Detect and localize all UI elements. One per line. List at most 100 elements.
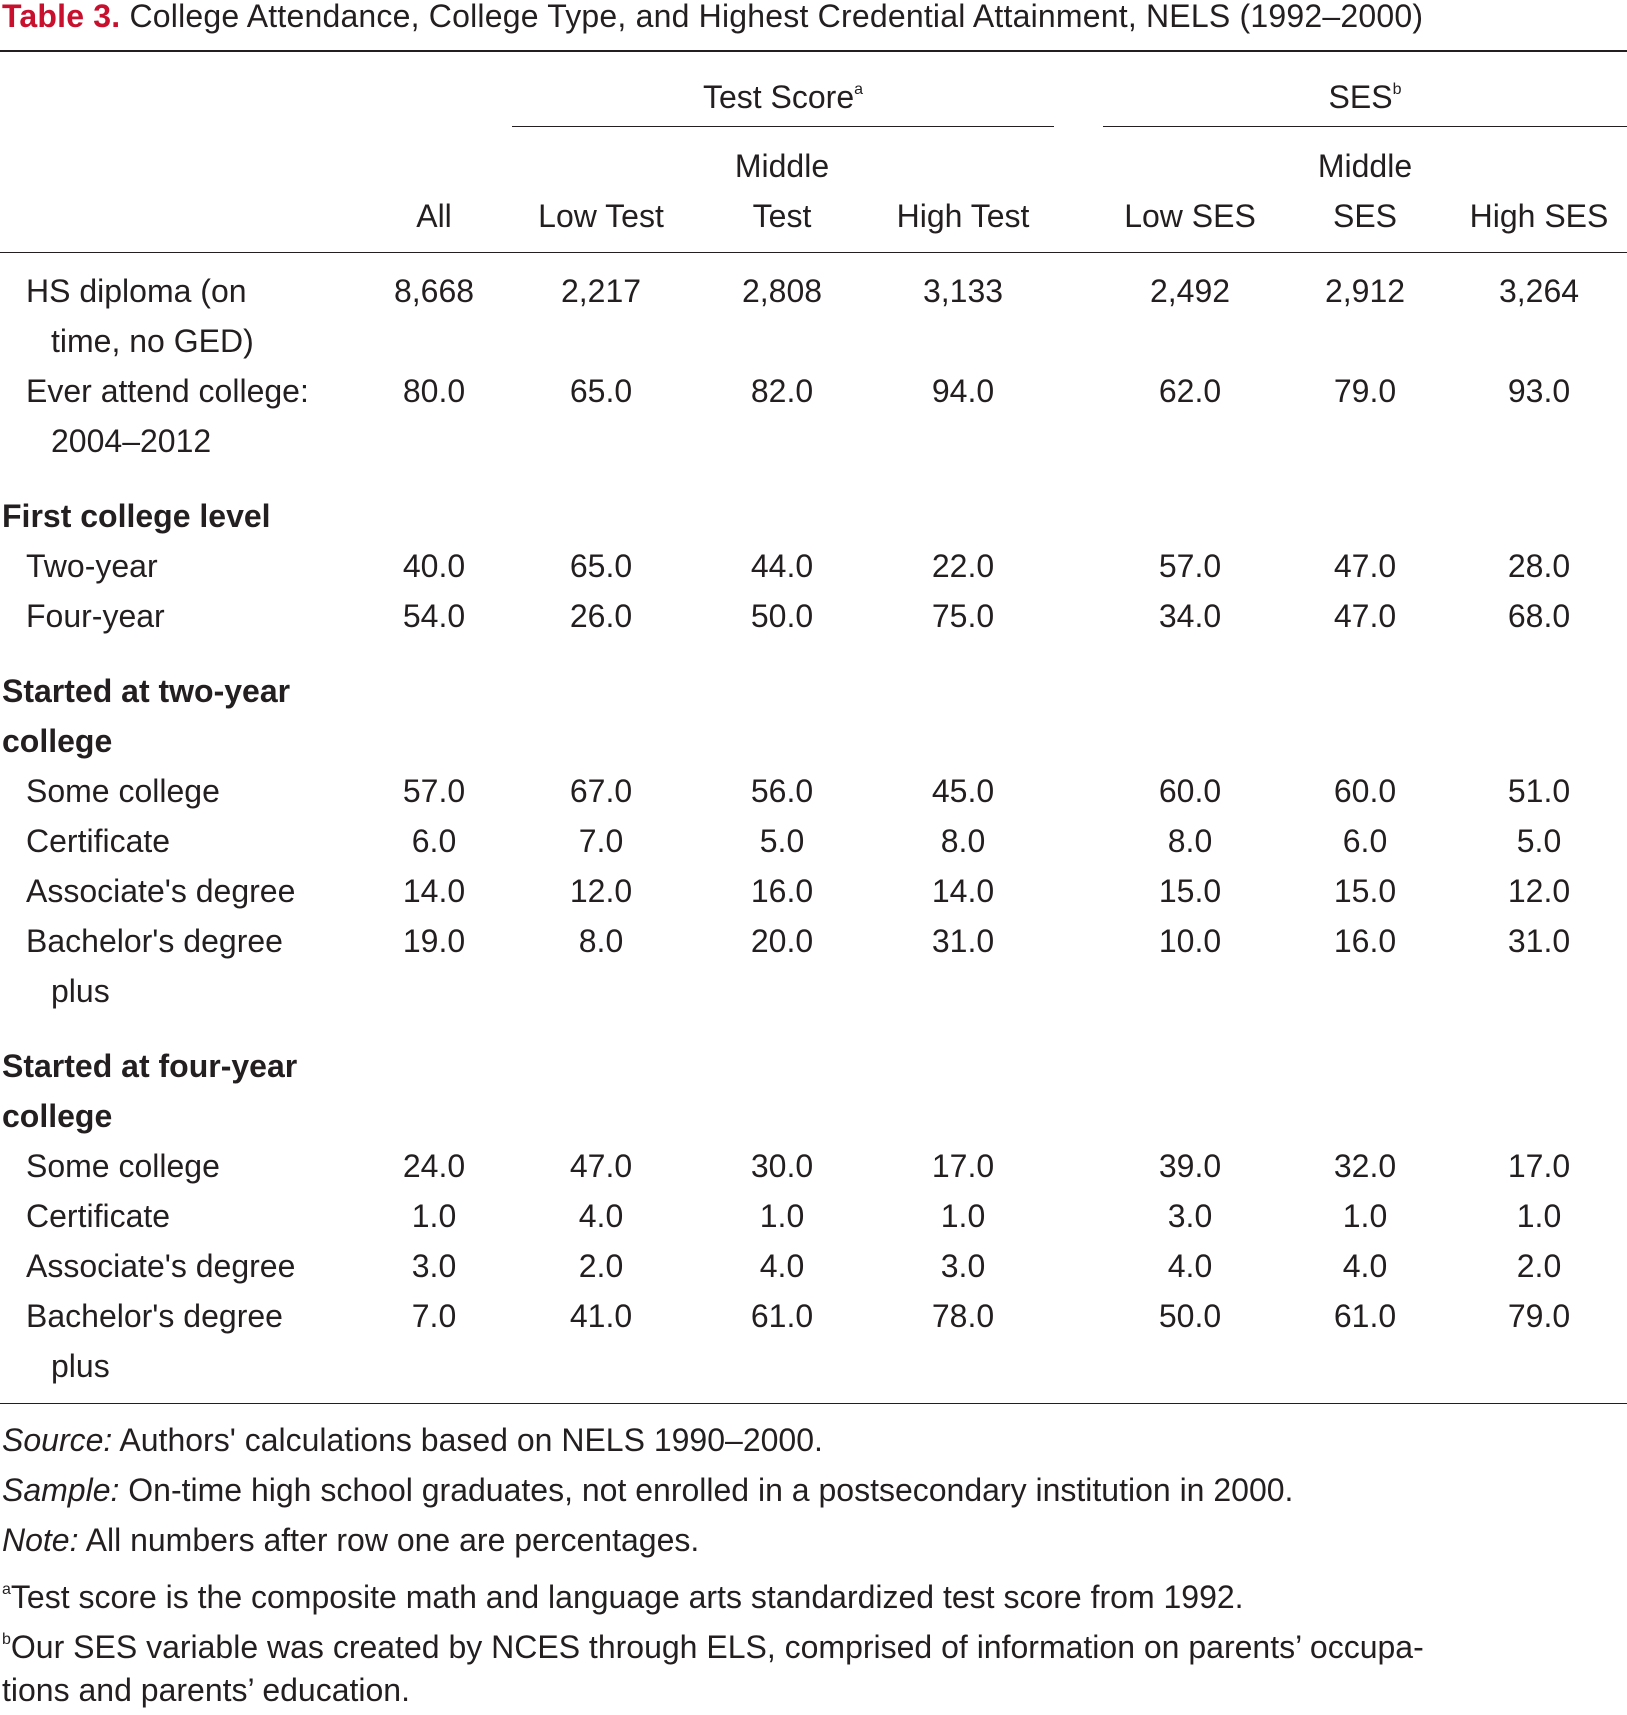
table-cell-low-ses: 3.0 xyxy=(1167,1198,1213,1234)
col-header-middle-ses-1: Middle xyxy=(1317,148,1413,184)
col-header-low-ses: Low SES xyxy=(1124,198,1256,234)
table-cell-low-ses: 50.0 xyxy=(1158,1298,1222,1334)
table-cell-high-ses: 31.0 xyxy=(1507,923,1571,959)
table-cell-all: 80.0 xyxy=(402,373,466,409)
table-label: Table 3. xyxy=(2,0,121,34)
group-test-label: Test Score xyxy=(702,79,855,115)
footnote-sample-text: On-time high school graduates, not enrol… xyxy=(119,1472,1294,1508)
group-header-test-score: Test Scorea xyxy=(512,65,1054,122)
table-cell-low-test: 65.0 xyxy=(569,373,633,409)
table-cell-all: 57.0 xyxy=(402,773,466,809)
table-cell-high-test: 75.0 xyxy=(931,598,995,634)
table-cell-all: 19.0 xyxy=(402,923,466,959)
table-cell-high-ses: 1.0 xyxy=(1516,1198,1562,1234)
row-label-line: 2004–2012 xyxy=(51,423,212,459)
row-label-four-some-college: Some college xyxy=(26,1148,220,1184)
table-cell-all: 6.0 xyxy=(411,823,457,859)
table-cell-middle-test: 16.0 xyxy=(750,873,814,909)
table-cell-low-test: 2,217 xyxy=(560,273,642,309)
group-test-sup: a xyxy=(854,81,864,98)
bottom-rule xyxy=(0,1403,1627,1404)
row-label-two-bachelors: Bachelor's degree plus xyxy=(26,916,346,1016)
table-caption: College Attendance, College Type, and Hi… xyxy=(129,0,1424,34)
footnote-note-text: All numbers after row one are percentage… xyxy=(78,1522,700,1558)
table-cell-middle-ses: 16.0 xyxy=(1333,923,1397,959)
row-label-four-bachelors: Bachelor's degree plus xyxy=(26,1291,346,1391)
footnote-b-mark: b xyxy=(2,1631,11,1648)
row-label-four-certificate: Certificate xyxy=(26,1198,171,1234)
table-cell-low-test: 7.0 xyxy=(578,823,624,859)
table-cell-low-ses: 15.0 xyxy=(1158,873,1222,909)
col-header-high-ses: High SES xyxy=(1469,198,1609,234)
table-cell-all: 3.0 xyxy=(411,1248,457,1284)
table-cell-low-ses: 2,492 xyxy=(1149,273,1231,309)
table-cell-all: 8,668 xyxy=(393,273,475,309)
table-cell-high-test: 3,133 xyxy=(922,273,1004,309)
row-label-line: Bachelor's degree xyxy=(26,1298,283,1334)
table-cell-all: 7.0 xyxy=(411,1298,457,1334)
row-label-ever-attend: Ever attend college: 2004–2012 xyxy=(26,366,346,466)
row-label-two-some-college: Some college xyxy=(26,773,220,809)
table-cell-middle-ses: 60.0 xyxy=(1333,773,1397,809)
row-label-line: Ever attend college: xyxy=(26,373,309,409)
table-cell-middle-ses: 47.0 xyxy=(1333,598,1397,634)
table-cell-low-test: 47.0 xyxy=(569,1148,633,1184)
row-label-four-associates: Associate's degree xyxy=(26,1248,296,1284)
col-header-low-test: Low Test xyxy=(538,198,664,234)
table-cell-low-ses: 60.0 xyxy=(1158,773,1222,809)
table-cell-all: 24.0 xyxy=(402,1148,466,1184)
table-cell-low-ses: 34.0 xyxy=(1158,598,1222,634)
table-cell-low-ses: 4.0 xyxy=(1167,1248,1213,1284)
table-cell-high-ses: 5.0 xyxy=(1516,823,1562,859)
table-cell-middle-test: 44.0 xyxy=(750,548,814,584)
row-label-line: plus xyxy=(51,973,110,1009)
table-cell-middle-test: 1.0 xyxy=(759,1198,805,1234)
test-score-rule xyxy=(512,126,1054,127)
table-cell-low-ses: 57.0 xyxy=(1158,548,1222,584)
section-title-line: college xyxy=(2,723,113,759)
table-cell-high-ses: 12.0 xyxy=(1507,873,1571,909)
row-label-two-associates: Associate's degree xyxy=(26,873,296,909)
table-cell-middle-test: 20.0 xyxy=(750,923,814,959)
table-cell-low-test: 67.0 xyxy=(569,773,633,809)
table-cell-middle-ses: 6.0 xyxy=(1342,823,1388,859)
table-cell-middle-test: 4.0 xyxy=(759,1248,805,1284)
table-cell-middle-test: 2,808 xyxy=(741,273,823,309)
footnote-sample: Sample: On-time high school graduates, n… xyxy=(2,1465,1293,1515)
table-cell-high-ses: 93.0 xyxy=(1507,373,1571,409)
row-label-hs-diploma: HS diploma (on time, no GED) xyxy=(26,266,346,366)
table-cell-all: 1.0 xyxy=(411,1198,457,1234)
footnote-note-label: Note: xyxy=(2,1522,79,1558)
table-cell-high-ses: 51.0 xyxy=(1507,773,1571,809)
row-label-line: time, no GED) xyxy=(51,323,254,359)
table-cell-low-test: 2.0 xyxy=(578,1248,624,1284)
table-cell-middle-ses: 15.0 xyxy=(1333,873,1397,909)
row-label-line: plus xyxy=(51,1348,110,1384)
table-cell-all: 14.0 xyxy=(402,873,466,909)
table-cell-low-ses: 39.0 xyxy=(1158,1148,1222,1184)
group-ses-label: SES xyxy=(1328,79,1393,115)
table-cell-low-test: 41.0 xyxy=(569,1298,633,1334)
table-cell-middle-ses: 61.0 xyxy=(1333,1298,1397,1334)
footnote-note: Note: All numbers after row one are perc… xyxy=(2,1515,699,1565)
header-rule xyxy=(0,252,1627,253)
table-cell-middle-test: 50.0 xyxy=(750,598,814,634)
table-cell-middle-ses: 47.0 xyxy=(1333,548,1397,584)
table-cell-low-test: 65.0 xyxy=(569,548,633,584)
footnote-a: aTest score is the composite math and la… xyxy=(2,1565,1244,1622)
table-cell-high-test: 78.0 xyxy=(931,1298,995,1334)
footnote-source-label: Source: xyxy=(2,1422,113,1458)
table-cell-high-ses: 28.0 xyxy=(1507,548,1571,584)
section-title-line: Started at two-year xyxy=(2,673,291,709)
table-cell-middle-test: 61.0 xyxy=(750,1298,814,1334)
table-cell-low-ses: 10.0 xyxy=(1158,923,1222,959)
table-cell-high-test: 94.0 xyxy=(931,373,995,409)
table-cell-all: 40.0 xyxy=(402,548,466,584)
table-cell-low-ses: 62.0 xyxy=(1158,373,1222,409)
footnote-a-text: Test score is the composite math and lan… xyxy=(10,1579,1244,1615)
table-cell-low-ses: 8.0 xyxy=(1167,823,1213,859)
table-cell-high-test: 8.0 xyxy=(940,823,986,859)
table-cell-all: 54.0 xyxy=(402,598,466,634)
col-header-middle-test-1: Middle xyxy=(734,148,830,184)
table-cell-high-test: 14.0 xyxy=(931,873,995,909)
